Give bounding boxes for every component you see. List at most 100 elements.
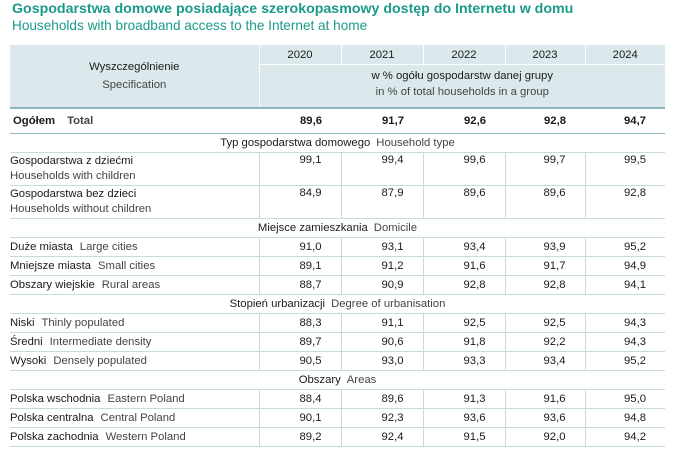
value-cell: 94,8 xyxy=(584,408,665,428)
value-cell: 89,1 xyxy=(258,256,341,276)
table-row: Obszary wiejskie Rural areas 88,7 90,9 92,8 9… xyxy=(10,275,665,295)
row-label-en: Eastern Poland xyxy=(107,393,185,405)
value-cell: 91,6 xyxy=(422,256,505,276)
value-cell: 91,6 xyxy=(504,389,585,409)
value-cell: 91,3 xyxy=(422,389,505,409)
row-label: Niski Thinly populated xyxy=(10,313,259,333)
total-row: Ogółem Total 89,6 91,7 92,6 92,8 94,7 xyxy=(10,107,665,134)
row-label-pl: Wysoki xyxy=(10,355,47,367)
value-cell: 95,0 xyxy=(584,389,665,409)
value-cell: 87,9 xyxy=(340,185,423,219)
value-cell: 89,2 xyxy=(258,427,341,447)
row-label-en: Densely populated xyxy=(53,355,147,367)
row-label: Średni Intermediate density xyxy=(10,332,259,352)
value-cell: 88,4 xyxy=(258,389,341,409)
value-cell: 99,5 xyxy=(584,152,665,186)
value-cell: 92,8 xyxy=(504,275,585,295)
row-label-en: Large cities xyxy=(79,241,138,253)
table-row: Gospodarstwa bez dzieci Households withou… xyxy=(10,185,665,219)
value-cell: 92,4 xyxy=(340,427,423,447)
value-cell: 89,6 xyxy=(340,389,423,409)
value-cell: 99,6 xyxy=(422,152,505,186)
section-header-row: Miejsce zamieszkania Domicile xyxy=(10,218,665,238)
row-label-en: Rural areas xyxy=(101,279,161,291)
year-header: 2022 xyxy=(422,45,505,65)
section-header-pl: Typ gospodarstwa domowego xyxy=(220,137,371,149)
value-cell: 94,3 xyxy=(584,313,665,333)
row-label-pl: Polska zachodnia xyxy=(10,431,99,443)
value-cell: 93,1 xyxy=(340,237,423,257)
year-header: 2020 xyxy=(258,45,341,65)
value-cell: 89,6 xyxy=(259,107,341,134)
table-row: Wysoki Densely populated 90,5 93,0 93,3 93,4 9… xyxy=(10,351,665,371)
specification-header-en: Specification xyxy=(102,79,167,91)
value-cell: 94,1 xyxy=(584,275,665,295)
value-cell: 95,2 xyxy=(584,351,665,371)
value-cell: 99,4 xyxy=(340,152,423,186)
value-cell: 90,6 xyxy=(340,332,423,352)
table-row: Duże miasta Large cities 91,0 93,1 93,4 93,9 9… xyxy=(10,237,665,257)
value-cell: 93,4 xyxy=(504,351,585,371)
row-label: Gospodarstwa bez dzieci Households withou… xyxy=(10,185,259,219)
row-label-pl: Średni xyxy=(10,336,43,348)
section-header-pl: Stopień urbanizacji xyxy=(229,298,326,310)
value-cell: 99,7 xyxy=(504,152,585,186)
value-cell: 91,7 xyxy=(341,107,423,134)
value-cell: 99,1 xyxy=(258,152,341,186)
value-cell: 92,2 xyxy=(504,332,585,352)
unit-label-en: in % of total households in a group xyxy=(258,86,665,108)
year-header: 2021 xyxy=(340,45,423,65)
table-title-pl: Gospodarstwa domowe posiadające szerokop… xyxy=(12,1,574,17)
section-header-row: Stopień urbanizacji Degree of urbanisatio… xyxy=(10,294,665,314)
value-cell: 91,8 xyxy=(422,332,505,352)
table-row: Gospodarstwa z dziećmi Households with ch… xyxy=(10,152,665,186)
section-header-en: Degree of urbanisation xyxy=(331,298,446,310)
specification-header-pl: Wyszczególnienie xyxy=(89,61,180,73)
section-header: Typ gospodarstwa domowego Household type xyxy=(10,133,665,153)
row-label-pl: Polska wschodnia xyxy=(10,393,101,405)
section-header: Miejsce zamieszkania Domicile xyxy=(10,218,665,238)
value-cell: 89,7 xyxy=(258,332,341,352)
value-cell: 92,6 xyxy=(423,107,505,134)
row-label-pl: Polska centralna xyxy=(10,412,94,424)
row-label-pl: Niski xyxy=(10,317,35,329)
value-cell: 90,9 xyxy=(340,275,423,295)
row-label-pl: Obszary wiejskie xyxy=(10,279,95,291)
table-row: Mniejsze miasta Small cities 89,1 91,2 91,6 9… xyxy=(10,256,665,276)
row-label: Gospodarstwa z dziećmi Households with ch… xyxy=(10,152,259,186)
value-cell: 92,8 xyxy=(584,185,665,219)
table-row: Polska wschodnia Eastern Poland 88,4 89,6 91… xyxy=(10,389,665,409)
value-cell: 92,5 xyxy=(504,313,585,333)
value-cell: 91,5 xyxy=(422,427,505,447)
specification-header: Wyszczególnienie Specification xyxy=(10,45,259,108)
section-header-pl: Miejsce zamieszkania xyxy=(257,222,368,234)
value-cell: 92,8 xyxy=(505,107,585,134)
row-label-en: Central Poland xyxy=(100,412,176,424)
row-label-en: Total xyxy=(67,115,94,127)
row-label-en: Western Poland xyxy=(105,431,186,443)
value-cell: 92,8 xyxy=(422,275,505,295)
value-cell: 94,3 xyxy=(584,332,665,352)
section-header-en: Domicile xyxy=(373,222,418,234)
value-cell: 91,1 xyxy=(340,313,423,333)
value-cell: 92,5 xyxy=(422,313,505,333)
section-header: Obszary Areas xyxy=(10,370,665,390)
value-cell: 91,7 xyxy=(504,256,585,276)
unit-label-pl: w % ogółu gospodarstw danej grupy xyxy=(258,64,665,86)
value-cell: 92,0 xyxy=(504,427,585,447)
section-header-en: Household type xyxy=(376,137,455,149)
value-cell: 89,6 xyxy=(422,185,505,219)
value-cell: 93,0 xyxy=(340,351,423,371)
row-label-pl: Ogółem xyxy=(13,115,56,127)
value-cell: 92,3 xyxy=(340,408,423,428)
value-cell: 93,6 xyxy=(504,408,585,428)
row-label-en: Small cities xyxy=(98,260,156,272)
row-label: Ogółem Total xyxy=(10,107,259,134)
section-header-row: Obszary Areas xyxy=(10,370,665,390)
table-row: Średni Intermediate density 89,7 90,6 91,8 92… xyxy=(10,332,665,352)
value-cell: 84,9 xyxy=(258,185,341,219)
value-cell: 94,2 xyxy=(584,427,665,447)
value-cell: 93,4 xyxy=(422,237,505,257)
row-label-en: Intermediate density xyxy=(49,336,152,348)
row-label-pl: Duże miasta xyxy=(10,241,73,253)
